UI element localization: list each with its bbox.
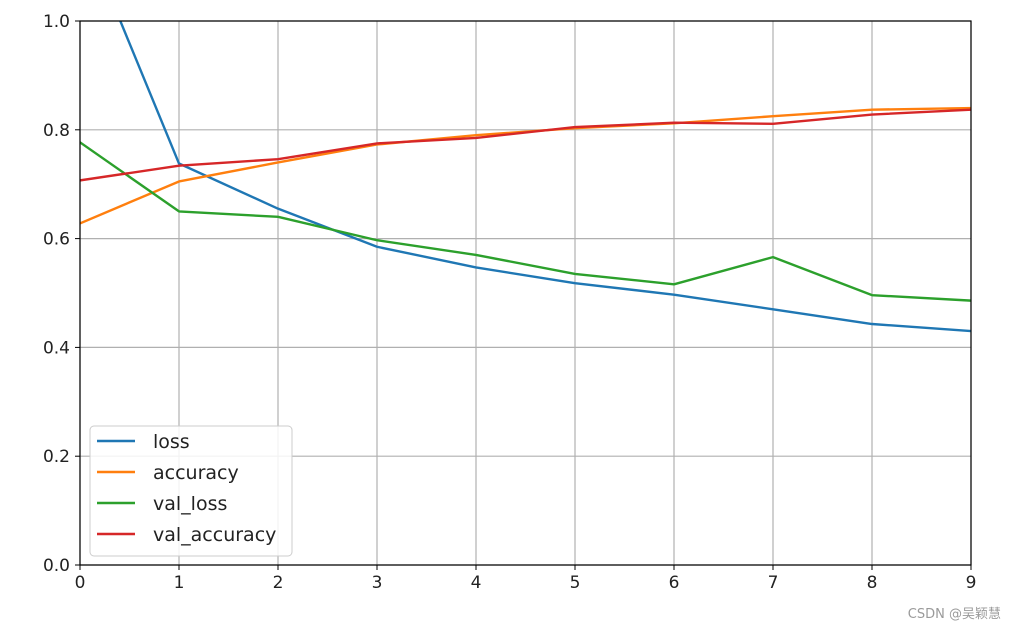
y-tick-label: 0.0 [43, 556, 70, 576]
x-tick-label: 4 [471, 573, 482, 593]
x-tick-label: 2 [273, 573, 284, 593]
y-tick-label: 0.8 [43, 121, 70, 141]
x-tick-label: 7 [768, 573, 779, 593]
x-tick-label: 0 [75, 573, 86, 593]
series-line-val-loss [80, 141, 971, 302]
series-line-val-accuracy [80, 108, 971, 182]
axes: 0 1 2 3 4 5 6 7 8 9 0.0 0.2 0.4 0.6 0.8 1.0 [43, 12, 976, 593]
series-lines [80, 21, 971, 333]
legend-box [89, 425, 293, 557]
legend: loss accuracy val_loss val_accuracy [89, 425, 293, 557]
x-tick-label: 3 [372, 573, 383, 593]
legend-label: val_accuracy [153, 524, 276, 546]
y-tick-label: 0.6 [43, 230, 70, 250]
series-line-accuracy [80, 106, 971, 225]
legend-label: accuracy [153, 462, 239, 484]
y-tick-label: 0.2 [43, 447, 70, 467]
y-tick-label: 0.4 [43, 338, 70, 358]
x-tick-label: 6 [669, 573, 680, 593]
series-line-loss [119, 21, 971, 333]
x-tick-label: 8 [867, 573, 878, 593]
x-tick-label: 5 [570, 573, 581, 593]
x-tick-label: 1 [174, 573, 185, 593]
legend-label: loss [153, 431, 190, 453]
plot-frame [79, 20, 972, 566]
y-tick-label: 1.0 [43, 12, 70, 32]
legend-label: val_loss [153, 493, 227, 515]
watermark: CSDN @吴颖慧 [907, 607, 1001, 622]
x-tick-label: 9 [966, 573, 977, 593]
